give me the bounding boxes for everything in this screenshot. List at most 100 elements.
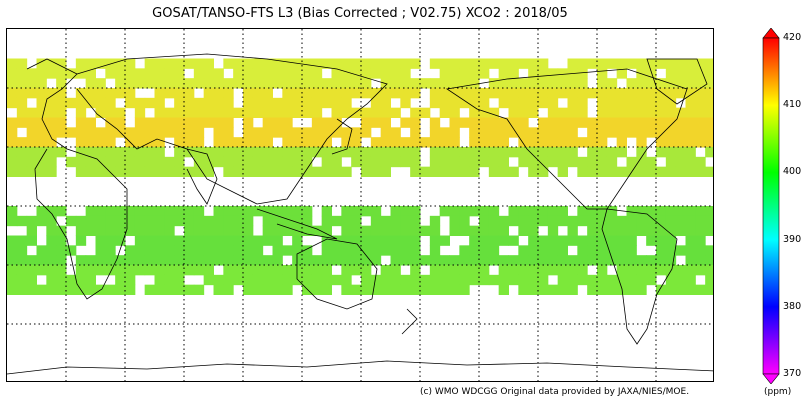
xco2-cell [597,255,608,266]
xco2-cell [528,88,539,99]
xco2-cell [370,97,382,109]
xco2-cell [351,235,362,246]
xco2-cell [243,147,254,158]
xco2-cell [705,225,713,236]
xco2-cell [233,68,244,79]
xco2-cell [85,255,96,266]
xco2-cell [26,255,37,266]
xco2-cell [380,117,391,128]
xco2-cell [675,88,686,99]
xco2-cell [115,156,126,168]
xco2-cell [46,97,57,109]
xco2-cell [311,265,323,276]
coast-japan [331,118,353,155]
xco2-cell [341,78,352,89]
xco2-cell [311,117,323,128]
xco2-cell [577,137,588,148]
xco2-cell [429,265,441,276]
xco2-cell [587,156,598,168]
xco2-cell [16,215,28,227]
xco2-cell [685,284,696,295]
xco2-cell [203,215,214,227]
xco2-cell [597,127,608,138]
xco2-cell [557,107,568,118]
xco2-cell [528,78,539,89]
xco2-cell [125,68,136,79]
xco2-cell [508,107,519,118]
xco2-cell [528,127,539,138]
xco2-cell [243,225,254,236]
xco2-cell [233,265,244,276]
xco2-cell [302,284,313,295]
xco2-cell [656,166,667,177]
xco2-cell [361,274,372,286]
xco2-cell [459,206,470,217]
xco2-cell [685,215,696,227]
xco2-cell [243,166,254,177]
xco2-cell [7,58,18,69]
xco2-cell [606,88,618,99]
xco2-cell [695,78,706,89]
xco2-cell [479,245,490,256]
xco2-cell [233,78,244,89]
xco2-cell [587,255,598,266]
xco2-cell [420,107,431,118]
xco2-cell [518,206,529,217]
xco2-cell [646,255,657,266]
xco2-cell [567,255,578,266]
xco2-cell [154,68,165,79]
xco2-cell [292,68,303,79]
xco2-cell [243,284,254,295]
xco2-cell [272,265,283,276]
xco2-cell [449,58,460,69]
xco2-cell [321,127,332,138]
xco2-cell [449,284,460,295]
xco2-cell [292,107,303,118]
xco2-cell [685,117,696,128]
xco2-cell [95,255,106,266]
xco2-cell [390,127,401,138]
xco2-cell [390,78,401,89]
xco2-cell [646,88,657,99]
xco2-cell [213,156,224,168]
xco2-cell [577,235,588,246]
xco2-cell [626,97,637,109]
xco2-cell [321,147,332,158]
xco2-cell [361,147,372,158]
xco2-cell [528,147,539,158]
xco2-cell [311,88,323,99]
xco2-cell [547,117,559,128]
xco2-cell [665,88,677,99]
xco2-cell [508,117,519,128]
xco2-cell [203,156,214,168]
xco2-cell [243,215,254,227]
xco2-cell [675,245,686,256]
xco2-cell [85,137,96,148]
xco2-cell [243,127,254,138]
xco2-cell [174,235,185,246]
xco2-cell [184,137,195,148]
xco2-cell [646,127,657,138]
xco2-cell [321,274,332,286]
xco2-cell [164,127,175,138]
xco2-cell [636,97,647,109]
xco2-cell [587,274,598,286]
xco2-cell [46,215,57,227]
xco2-cell [16,137,28,148]
xco2-cell [567,58,578,69]
xco2-cell [331,274,342,286]
xco2-cell [685,97,696,109]
xco2-cell [665,274,677,286]
xco2-cell [26,274,37,286]
xco2-cell [184,127,195,138]
xco2-cell [410,235,421,246]
xco2-cell [233,156,244,168]
xco2-cell [252,245,264,256]
xco2-cell [282,245,293,256]
xco2-cell [321,137,332,148]
xco2-cell [125,245,136,256]
xco2-cell [26,88,37,99]
xco2-cell [656,117,667,128]
xco2-cell [193,255,205,266]
xco2-cell [154,107,165,118]
